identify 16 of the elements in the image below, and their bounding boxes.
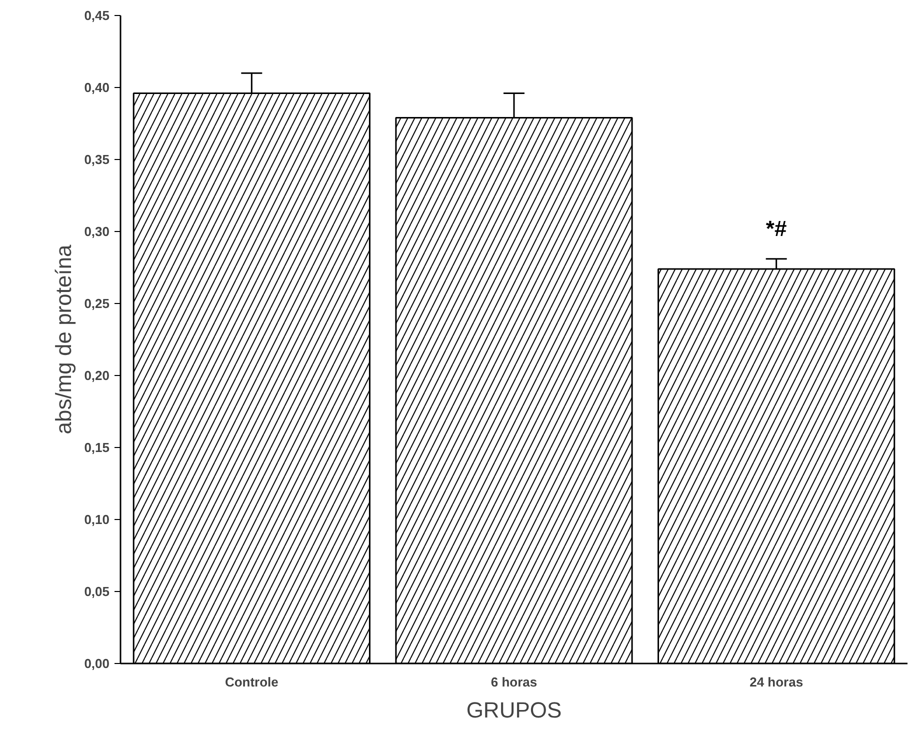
y-tick-label: 0,30 [84, 224, 110, 239]
y-tick-label: 0,00 [84, 656, 110, 671]
x-axis-title: GRUPOS [466, 698, 562, 722]
y-tick-label: 0,05 [84, 584, 110, 599]
y-tick-label: 0,10 [84, 512, 110, 527]
y-tick-label: 0,15 [84, 440, 110, 455]
y-tick-label: 0,35 [84, 152, 110, 167]
x-tick-label: Controle [224, 674, 278, 690]
y-axis-title: abs/mg de proteína [51, 244, 76, 434]
y-tick-label: 0,40 [84, 80, 110, 95]
x-tick-label: 24 horas [750, 674, 804, 690]
y-tick-label: 0,20 [84, 368, 110, 383]
y-tick-label: 0,45 [84, 8, 110, 23]
annotation: *# [766, 216, 787, 241]
y-tick-label: 0,25 [84, 296, 110, 311]
x-tick-label: 6 horas [490, 674, 538, 690]
